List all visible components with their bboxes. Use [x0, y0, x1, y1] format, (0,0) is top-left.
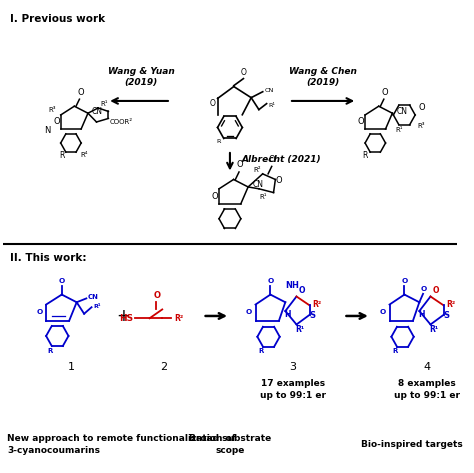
- Text: +: +: [116, 307, 130, 325]
- Text: R¹: R¹: [259, 194, 266, 201]
- Text: Wang & Chen
(2019): Wang & Chen (2019): [289, 67, 357, 87]
- Text: O: O: [421, 286, 427, 291]
- Text: N: N: [44, 126, 50, 135]
- Text: S: S: [443, 311, 449, 320]
- Text: II. This work:: II. This work:: [9, 253, 86, 263]
- Text: R³: R³: [48, 107, 56, 113]
- Text: H: H: [418, 310, 424, 319]
- Text: R¹: R¹: [295, 325, 304, 334]
- Text: O: O: [240, 68, 246, 77]
- Text: Broad substrate
scope: Broad substrate scope: [189, 434, 271, 455]
- Text: New approach to remote functionalization of
3-cyanocoumarins: New approach to remote functionalization…: [7, 434, 236, 455]
- Text: S: S: [309, 311, 315, 320]
- Text: Albrecht (2021): Albrecht (2021): [241, 155, 321, 164]
- Text: R³: R³: [418, 123, 425, 129]
- Text: Bio-inspired targets: Bio-inspired targets: [361, 440, 463, 449]
- Text: R: R: [363, 151, 368, 160]
- Text: I. Previous work: I. Previous work: [9, 15, 105, 25]
- Text: R: R: [47, 348, 53, 353]
- Text: O: O: [53, 117, 60, 126]
- Text: 17 examples
up to 99:1 er: 17 examples up to 99:1 er: [260, 379, 326, 400]
- Text: R¹: R¹: [395, 127, 403, 133]
- Text: O: O: [246, 309, 252, 315]
- Text: Wang & Yuan
(2019): Wang & Yuan (2019): [108, 67, 175, 87]
- Text: NH: NH: [285, 281, 299, 290]
- Text: R²: R²: [312, 300, 321, 309]
- Text: R: R: [392, 348, 398, 354]
- Text: R: R: [60, 151, 65, 160]
- Text: O: O: [267, 278, 273, 284]
- Text: CN: CN: [396, 107, 408, 116]
- Text: O: O: [268, 155, 275, 164]
- Text: O: O: [77, 88, 84, 97]
- Text: O: O: [211, 192, 218, 201]
- Text: 8 examples
up to 99:1 er: 8 examples up to 99:1 er: [393, 379, 460, 400]
- Text: 2: 2: [161, 362, 168, 372]
- Text: R¹: R¹: [269, 103, 275, 108]
- Text: CN: CN: [253, 180, 264, 189]
- Text: 3: 3: [289, 362, 296, 372]
- Text: H: H: [284, 310, 291, 319]
- Text: R²: R²: [253, 167, 261, 173]
- Text: O: O: [401, 278, 408, 284]
- Text: R¹: R¹: [93, 304, 100, 308]
- Text: CN: CN: [88, 294, 99, 300]
- Text: O: O: [432, 286, 439, 295]
- Text: O: O: [210, 99, 216, 108]
- Text: O: O: [276, 176, 283, 185]
- Text: O: O: [153, 291, 160, 300]
- Text: HS: HS: [119, 314, 133, 323]
- Text: R¹: R¹: [100, 101, 108, 107]
- Text: O: O: [237, 160, 244, 169]
- Text: O: O: [36, 309, 43, 315]
- Text: R²: R²: [174, 314, 183, 323]
- Text: O: O: [59, 278, 65, 284]
- Text: CN: CN: [264, 88, 274, 93]
- Text: O: O: [382, 88, 388, 97]
- Text: 1: 1: [67, 362, 74, 372]
- Text: O: O: [419, 104, 425, 113]
- Text: R⁴: R⁴: [81, 152, 88, 158]
- Text: O: O: [380, 309, 386, 315]
- Text: O: O: [298, 286, 305, 295]
- Text: R: R: [258, 348, 264, 354]
- Text: CN: CN: [92, 107, 103, 116]
- Text: R: R: [216, 139, 220, 144]
- Text: R²: R²: [446, 300, 456, 309]
- Text: COOR²: COOR²: [110, 119, 133, 125]
- Text: R¹: R¹: [429, 325, 438, 334]
- Text: O: O: [358, 117, 365, 126]
- Text: 4: 4: [423, 362, 430, 372]
